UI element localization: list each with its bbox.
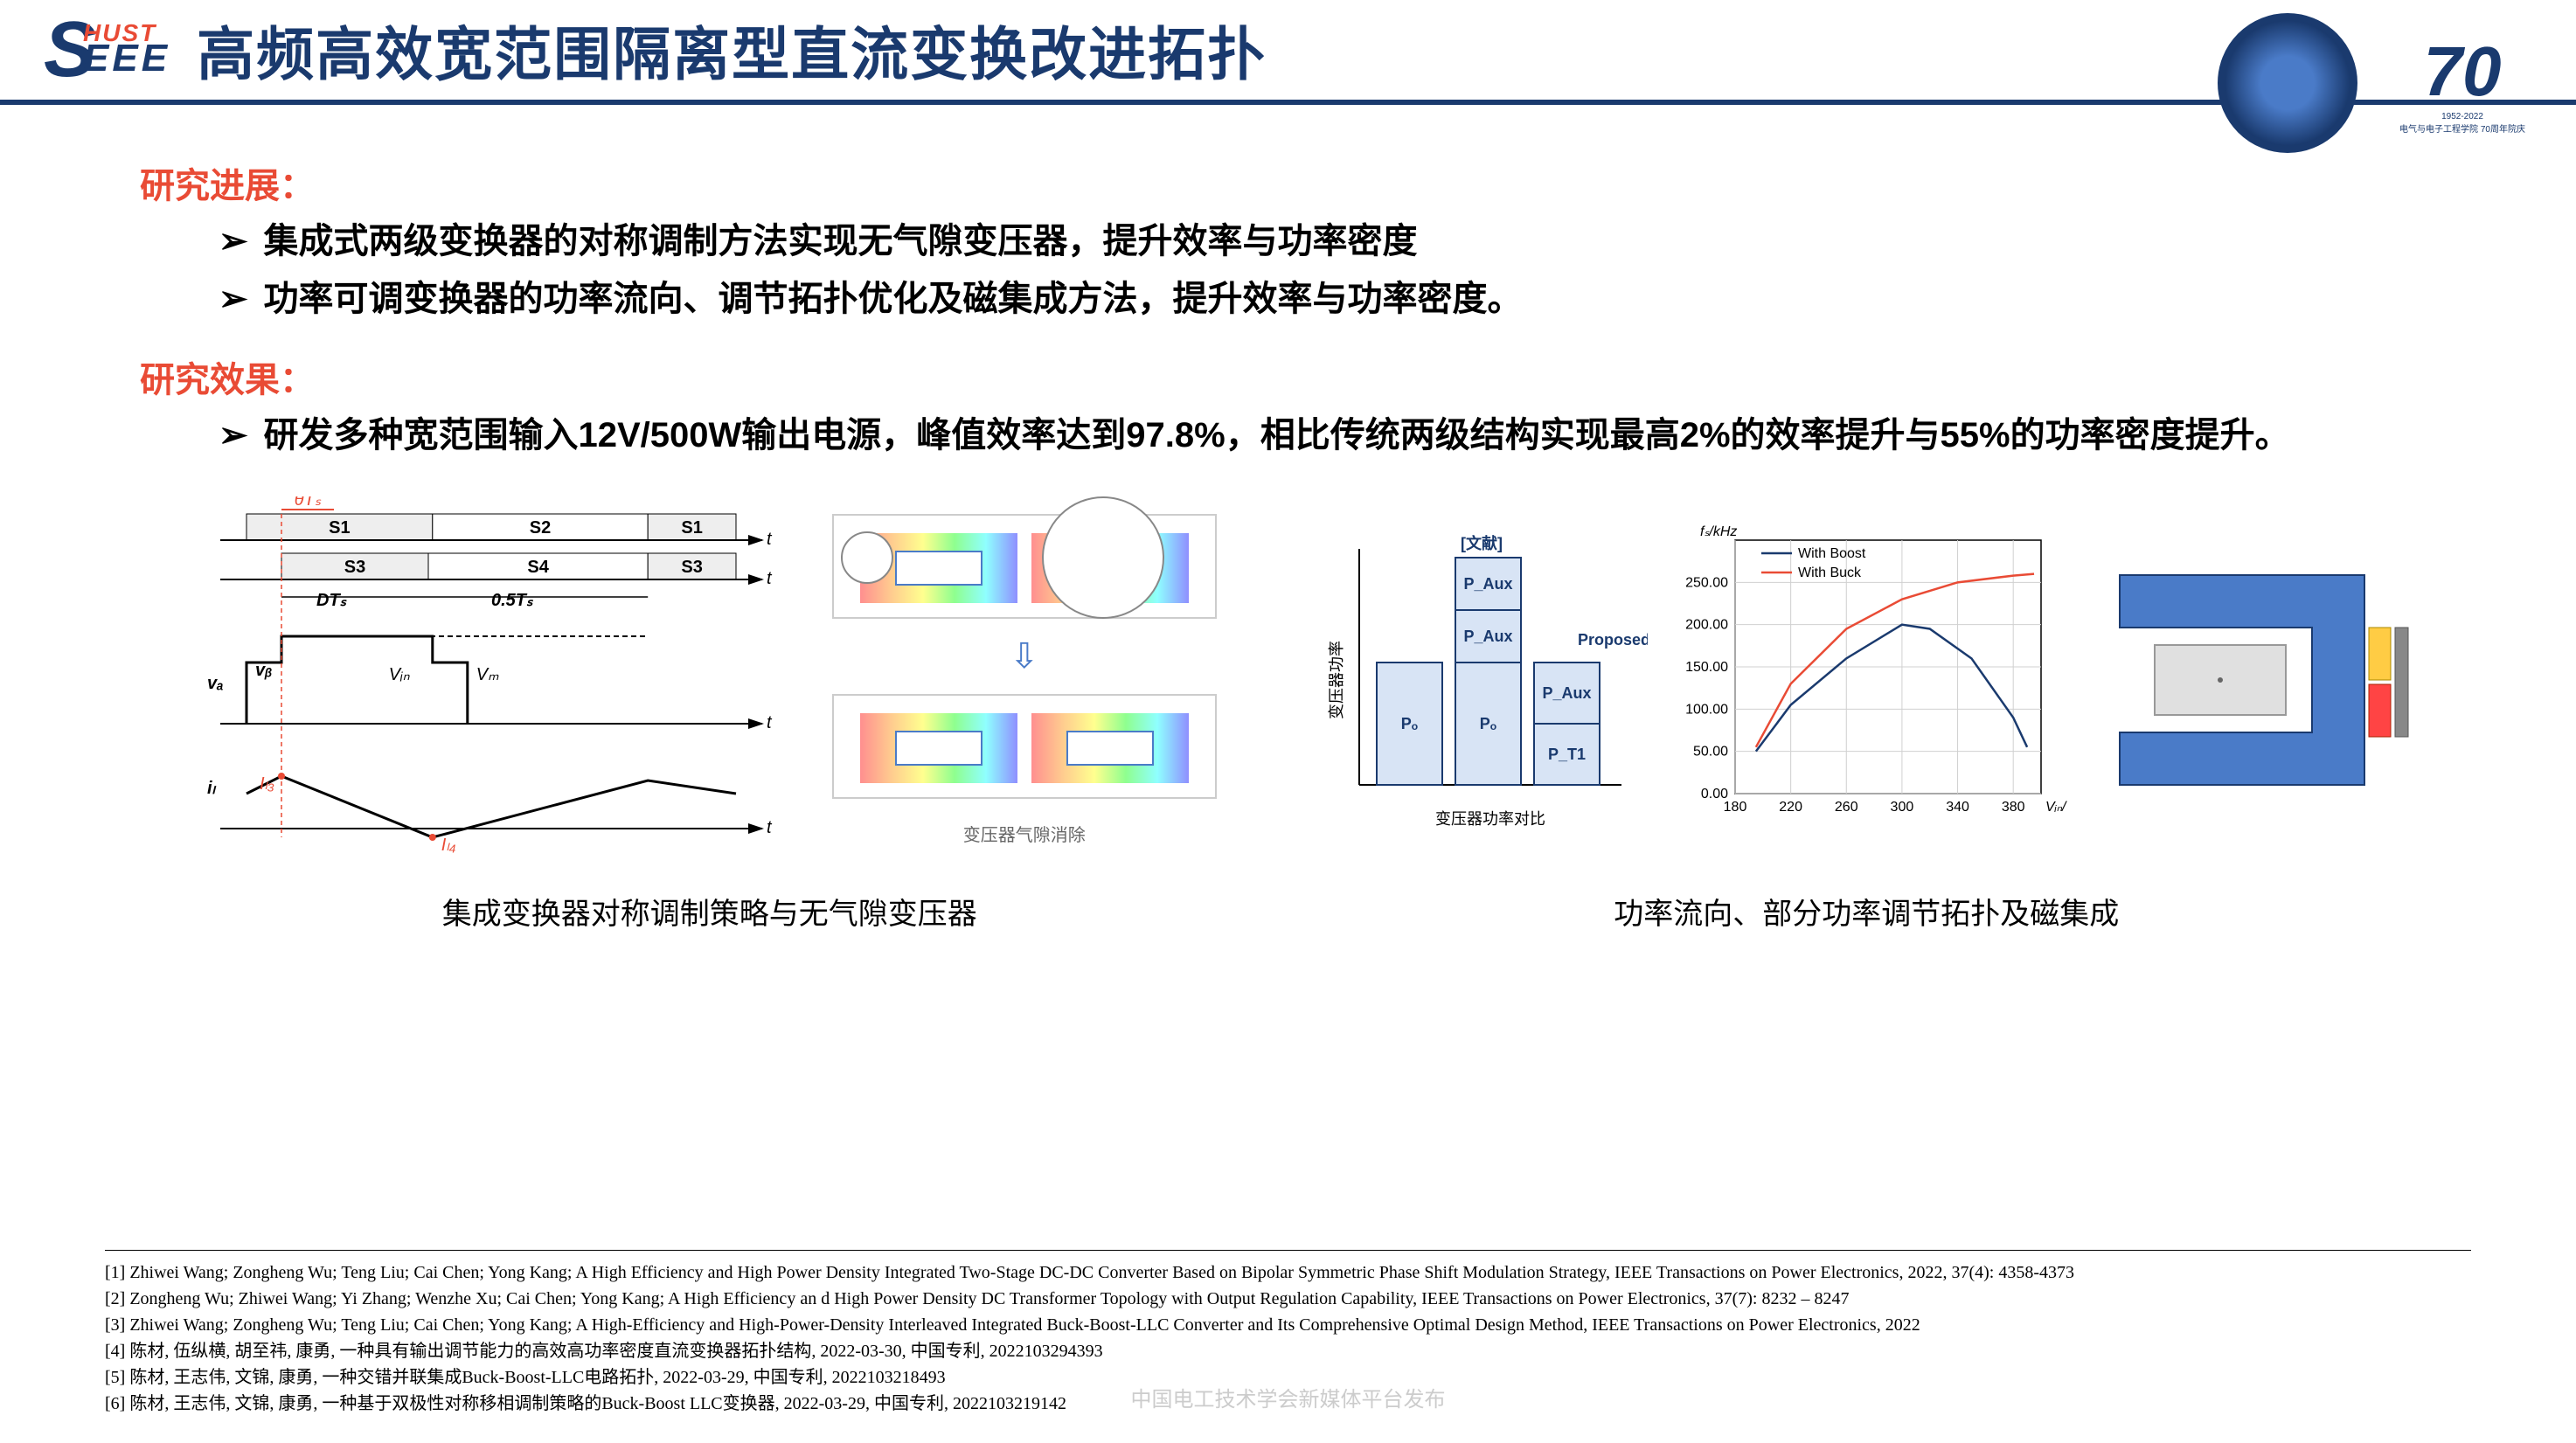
watermark-text: 中国电工技术学会新媒体平台发布	[1131, 1382, 1446, 1412]
svg-text:Vₘ: Vₘ	[476, 665, 499, 684]
svg-text:With Boost: With Boost	[1798, 546, 1866, 561]
zoom-small-icon	[841, 531, 893, 584]
figure-group-right: 变压器功率变压器功率对比 [文献] Pₒ Pₒ P_Aux P_Aux P_T1 P_Aux P…	[1315, 496, 2420, 933]
ref-line: [4] 陈材, 伍纵横, 胡至祎, 康勇, 一种具有输出调节能力的高效高功率密度…	[105, 1338, 2471, 1364]
svg-text:With Buck: With Buck	[1798, 565, 1862, 580]
field-subcaption: 变压器气隙消除	[963, 821, 1086, 846]
svg-text:Pₒ: Pₒ	[1401, 715, 1418, 732]
svg-text:50.00: 50.00	[1693, 745, 1728, 760]
svg-text:t: t	[767, 569, 773, 588]
power-bar-chart: 变压器功率变压器功率对比 [文献] Pₒ Pₒ P_Aux P_Aux P_T1 P_Aux P…	[1316, 505, 1648, 855]
field-diagram: ⇩ 变压器气隙消除	[815, 514, 1234, 846]
bullet-arrow-icon: ➢	[219, 409, 248, 461]
anniv-number: 70	[2424, 31, 2502, 112]
results-label: 研究效果：	[140, 351, 2436, 402]
svg-text:t: t	[767, 713, 773, 732]
slide-title: 高频高效宽范围隔离型直流变换改进拓扑	[197, 8, 1267, 92]
bullet-arrow-icon: ➢	[219, 273, 248, 325]
svg-text:220: 220	[1780, 800, 1803, 815]
svg-text:Vᵢₙ/V: Vᵢₙ/V	[2045, 800, 2067, 815]
svg-text:iₗ: iₗ	[207, 779, 217, 798]
anniv-sub1: 1952-2022	[2441, 112, 2483, 121]
svg-text:fₛ/kHz: fₛ/kHz	[1700, 524, 1737, 539]
svg-text:变压器功率: 变压器功率	[1328, 641, 1345, 719]
svg-text:S3: S3	[344, 558, 365, 577]
hust-logo: S HUST EEE	[44, 5, 170, 95]
field-row-bottom	[832, 694, 1217, 799]
svg-text:θTₛ: θTₛ	[294, 496, 321, 510]
svg-text:Iₗ₃: Iₗ₃	[260, 774, 274, 794]
svg-text:t: t	[767, 818, 773, 837]
anniv-sub2: 电气与电子工程学院 70周年院庆	[2399, 121, 2525, 135]
bullet-item: ➢ 集成式两级变换器的对称调制方法实现无气隙变压器，提升效率与功率密度	[219, 215, 2436, 267]
svg-text:260: 260	[1835, 800, 1858, 815]
logo-eee-text: EEE	[83, 37, 170, 80]
svg-text:P_T1: P_T1	[1548, 746, 1586, 763]
results-bullets: ➢ 研发多种宽范围输入12V/500W输出电源，峰值效率达到97.8%，相比传统…	[140, 409, 2436, 461]
zoom-large-icon	[1042, 496, 1164, 619]
anniversary-logo: 70 1952-2022 电气与电子工程学院 70周年院庆	[2384, 13, 2541, 153]
svg-text:vₐ: vₐ	[207, 674, 224, 693]
svg-text:DTₛ: DTₛ	[316, 591, 347, 610]
svg-text:S2: S2	[530, 518, 551, 538]
bullet-text: 研发多种宽范围输入12V/500W输出电源，峰值效率达到97.8%，相比传统两级…	[264, 409, 2290, 461]
svg-text:P_Aux: P_Aux	[1464, 628, 1513, 645]
bullet-text: 集成式两级变换器的对称调制方法实现无气隙变压器，提升效率与功率密度	[264, 215, 1418, 267]
slide-body: 研究进展： ➢ 集成式两级变换器的对称调制方法实现无气隙变压器，提升效率与功率密…	[0, 105, 2576, 950]
svg-text:100.00: 100.00	[1685, 702, 1728, 717]
figure-group-left: θTₛS1S2S1tS3S4S3tDTₛ0.5TₛvₐvᵦtVᵢₙVₘiₗtIₗ…	[157, 496, 1262, 933]
svg-text:300: 300	[1891, 800, 1914, 815]
ref-line: [1] Zhiwei Wang; Zongheng Wu; Teng Liu; …	[105, 1259, 2471, 1286]
svg-text:380: 380	[2002, 800, 2025, 815]
slide-header: S HUST EEE 高频高效宽范围隔离型直流变换改进拓扑 70 1952-20…	[0, 0, 2576, 105]
figures-row: θTₛS1S2S1tS3S4S3tDTₛ0.5TₛvₐvᵦtVᵢₙVₘiₗtIₗ…	[140, 496, 2436, 933]
progress-label: 研究进展：	[140, 157, 2436, 208]
down-arrow-icon: ⇩	[1010, 636, 1039, 676]
svg-text:Proposed: Proposed	[1578, 631, 1648, 649]
figure-right-caption: 功率流向、部分功率调节拓扑及磁集成	[1315, 890, 2420, 933]
svg-text:150.00: 150.00	[1685, 660, 1728, 675]
svg-text:t: t	[767, 530, 773, 549]
magnetic-core-diagram	[2102, 540, 2417, 820]
svg-text:Vᵢₙ: Vᵢₙ	[389, 665, 411, 684]
figure-left-caption: 集成变换器对称调制策略与无气隙变压器	[157, 890, 1262, 933]
svg-text:P_Aux: P_Aux	[1543, 684, 1592, 702]
svg-text:250.00: 250.00	[1685, 575, 1728, 590]
svg-text:180: 180	[1724, 800, 1747, 815]
school-seal-icon	[2218, 13, 2357, 153]
bullet-item: ➢ 功率可调变换器的功率流向、调节拓扑优化及磁集成方法，提升效率与功率密度。	[219, 273, 2436, 325]
header-right-logos: 70 1952-2022 电气与电子工程学院 70周年院庆	[2218, 13, 2541, 153]
bullet-arrow-icon: ➢	[219, 215, 248, 267]
ref-line: [3] Zhiwei Wang; Zongheng Wu; Teng Liu; …	[105, 1312, 2471, 1338]
svg-text:0.00: 0.00	[1701, 787, 1728, 801]
svg-text:S4: S4	[527, 558, 549, 577]
timing-diagram: θTₛS1S2S1tS3S4S3tDTₛ0.5TₛvₐvᵦtVᵢₙVₘiₗtIₗ…	[185, 496, 780, 864]
svg-text:S1: S1	[329, 518, 350, 538]
svg-text:S3: S3	[681, 558, 702, 577]
svg-text:[文献]: [文献]	[1461, 534, 1503, 552]
progress-bullets: ➢ 集成式两级变换器的对称调制方法实现无气隙变压器，提升效率与功率密度 ➢ 功率…	[140, 215, 2436, 325]
svg-text:P_Aux: P_Aux	[1464, 575, 1513, 593]
svg-text:Pₒ: Pₒ	[1480, 715, 1496, 732]
bullet-item: ➢ 研发多种宽范围输入12V/500W输出电源，峰值效率达到97.8%，相比传统…	[219, 409, 2436, 461]
svg-text:变压器功率对比: 变压器功率对比	[1435, 810, 1545, 828]
svg-text:0.5Tₛ: 0.5Tₛ	[491, 591, 533, 610]
ref-line: [2] Zongheng Wu; Zhiwei Wang; Yi Zhang; …	[105, 1286, 2471, 1312]
svg-text:Iₗ₄: Iₗ₄	[441, 836, 456, 855]
bullet-text: 功率可调变换器的功率流向、调节拓扑优化及磁集成方法，提升效率与功率密度。	[264, 273, 1523, 325]
frequency-line-chart: 180 220 260 300 340 380 0.00 50.00 100.00 150.00 2…	[1683, 514, 2067, 846]
svg-text:340: 340	[1946, 800, 1969, 815]
svg-text:S1: S1	[681, 518, 702, 538]
svg-text:200.00: 200.00	[1685, 618, 1728, 633]
